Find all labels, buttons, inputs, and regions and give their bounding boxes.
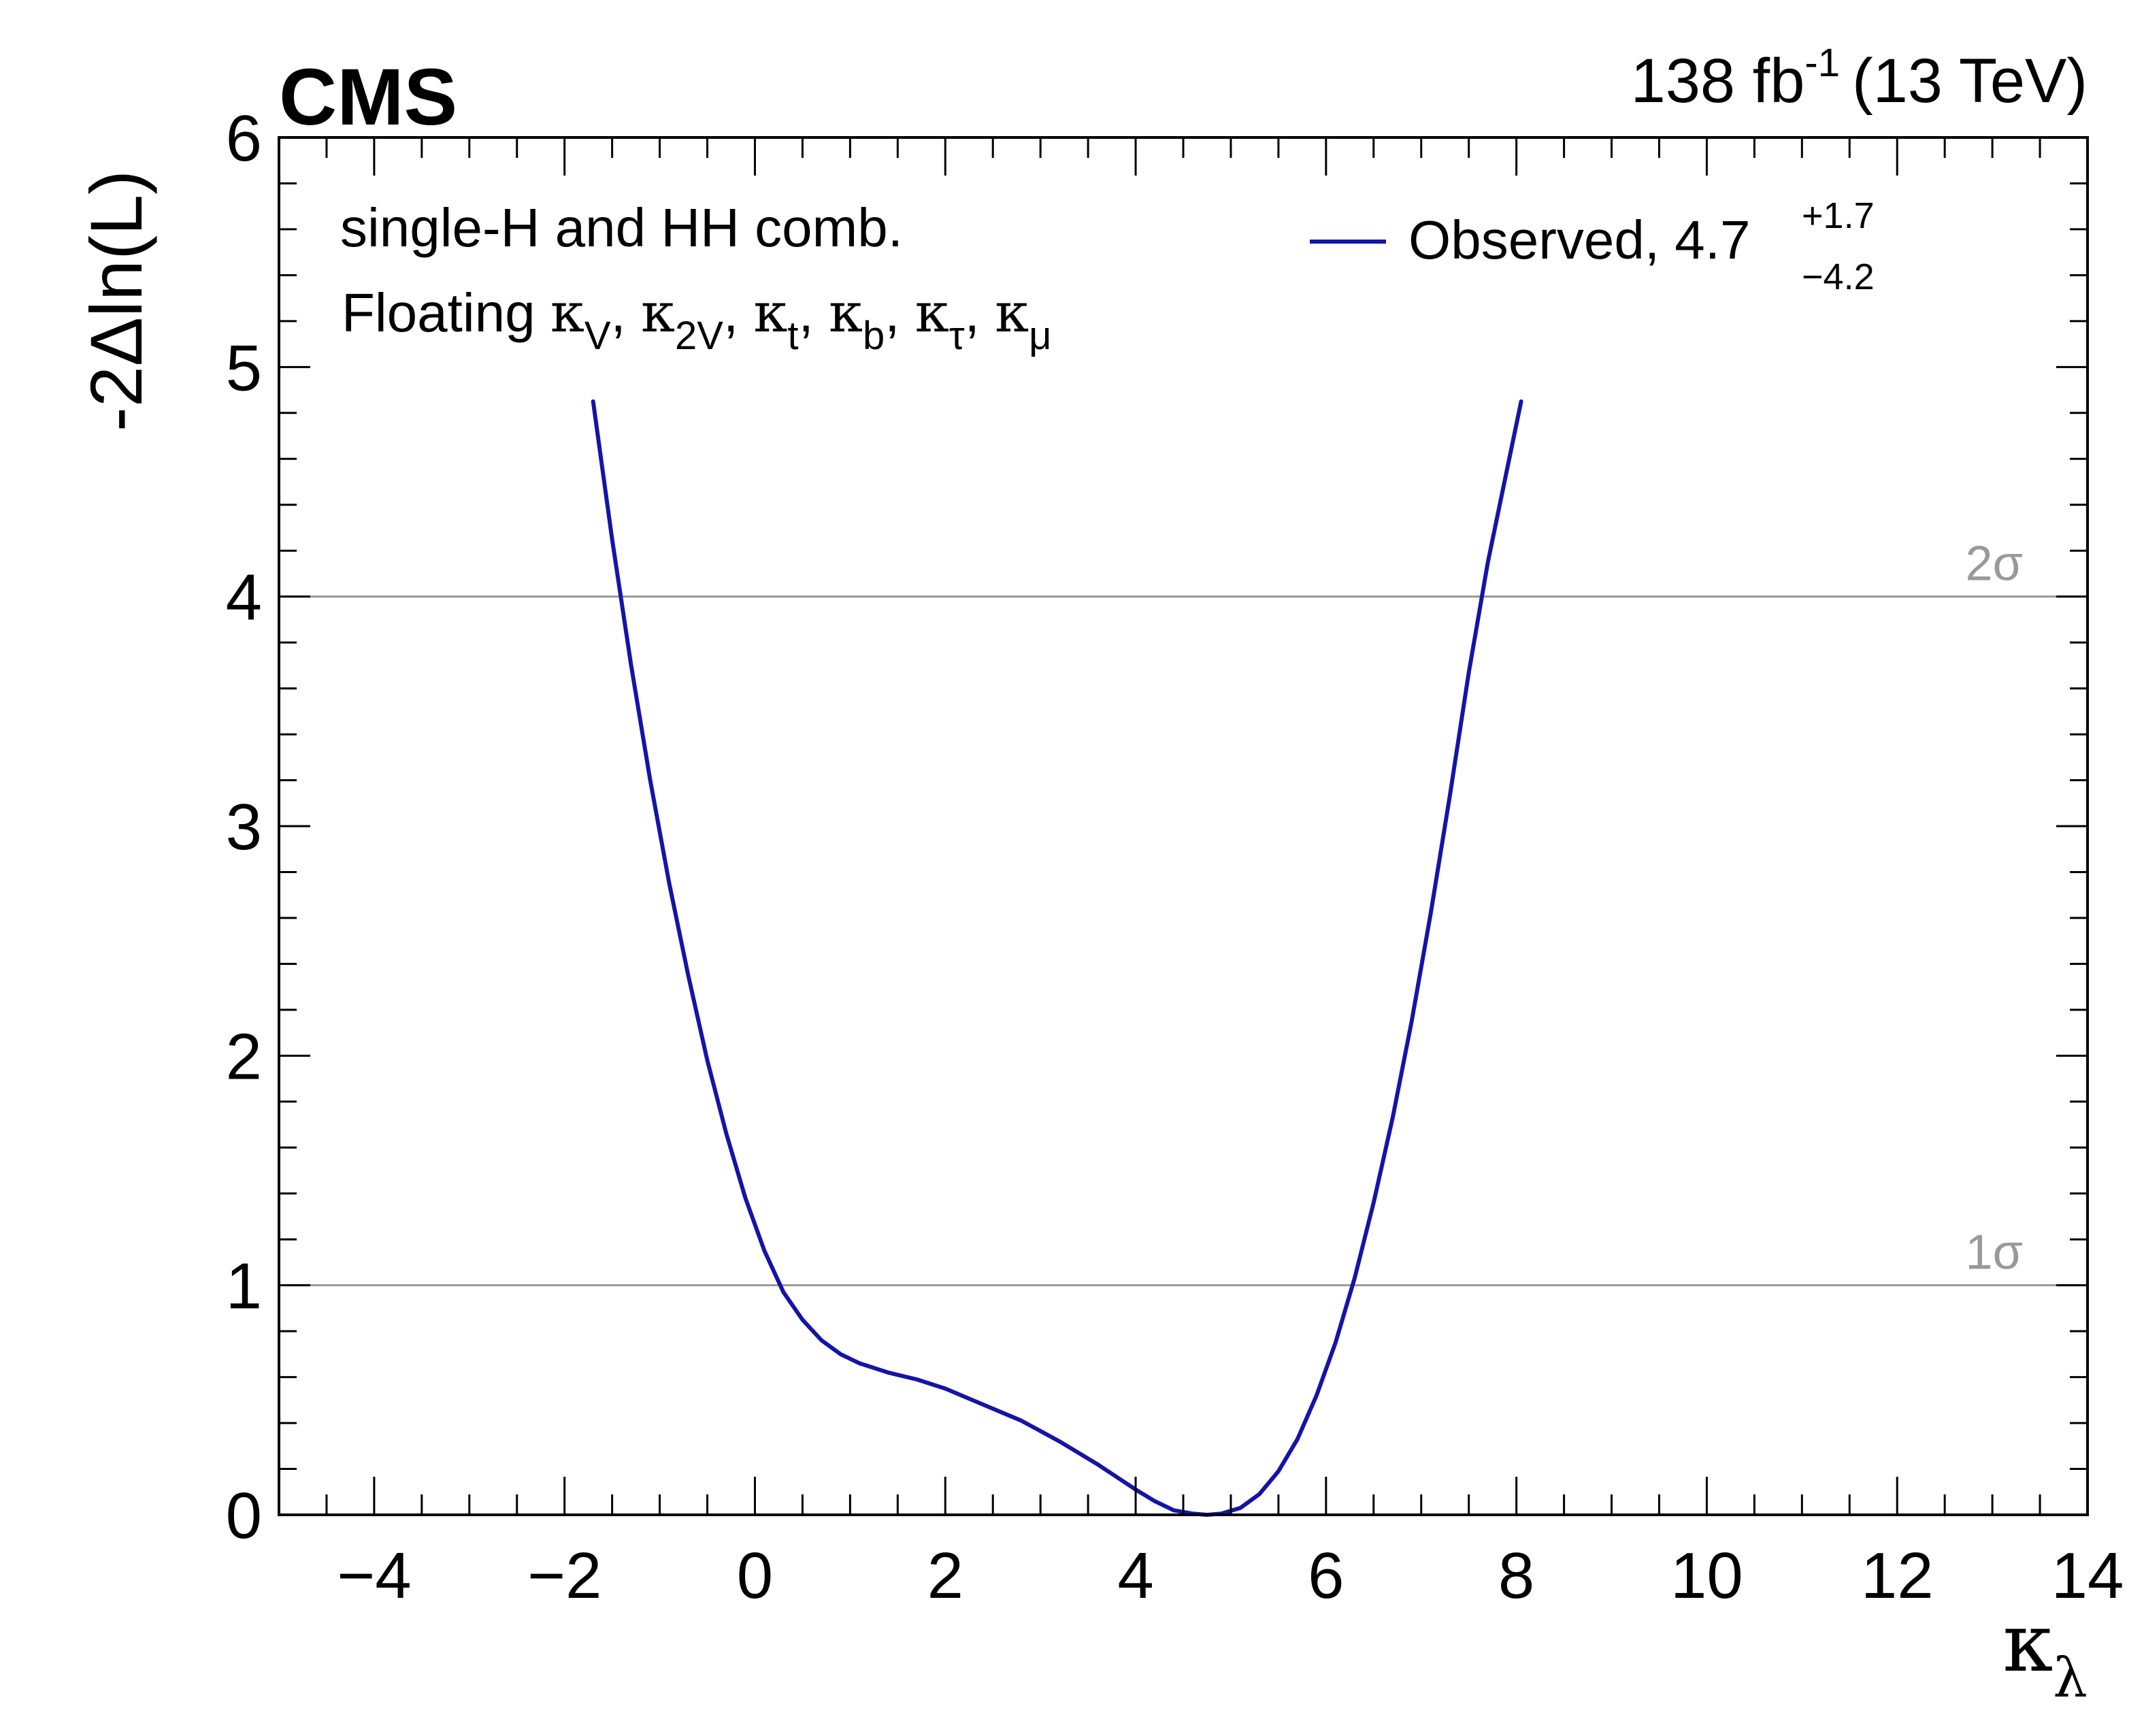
luminosity-label: 138 fb-1 (13 TeV) xyxy=(1631,41,2088,116)
y-tick-label: 0 xyxy=(226,1479,262,1552)
param-separator: , xyxy=(723,282,753,343)
x-tick-label: 6 xyxy=(1308,1539,1344,1612)
x-tick-label: 12 xyxy=(1861,1539,1934,1612)
x-tick-label: 4 xyxy=(1117,1539,1153,1612)
x-axis-label-symbol: κ xyxy=(2003,1596,2054,1690)
param-symbol: κ xyxy=(753,281,787,344)
param-separator: , xyxy=(885,282,914,343)
param-symbol: κ xyxy=(995,281,1029,344)
series-line-observed xyxy=(591,399,1523,1517)
reference-lines: 1σ 2σ xyxy=(279,537,2088,1287)
experiment-label: CMS xyxy=(279,52,457,142)
reference-label-2sigma: 2σ xyxy=(1966,537,2023,591)
y-axis-tick-labels: 0 1 2 3 4 5 6 xyxy=(226,102,262,1552)
y-axis-label: -2Δln(L) xyxy=(75,170,157,431)
x-axis-tick-labels: −4 −2 0 2 4 6 8 10 12 14 xyxy=(337,1539,2124,1612)
x-tick-label: 8 xyxy=(1498,1539,1534,1612)
param-subscript: t xyxy=(787,314,798,358)
x-tick-label: 2 xyxy=(927,1539,963,1612)
param-subscript: τ xyxy=(949,314,965,358)
y-tick-label: 4 xyxy=(226,561,262,634)
y-axis-ticks xyxy=(279,136,2088,1516)
reference-label-1sigma: 1σ xyxy=(1966,1226,2023,1280)
param-separator: , xyxy=(965,282,995,343)
annotation-line-1: single-H and HH comb. xyxy=(340,197,903,258)
param-subscript: μ xyxy=(1029,314,1051,358)
y-tick-label: 6 xyxy=(226,102,262,175)
legend-uncertainty-up: +1.7 xyxy=(1802,195,1875,236)
param-subscript: b xyxy=(863,314,885,358)
param-separator: , xyxy=(611,282,641,343)
y-tick-label: 1 xyxy=(226,1250,262,1323)
annotation-prefix: Floating xyxy=(342,282,550,343)
y-tick-label: 5 xyxy=(226,331,262,404)
x-axis-ticks xyxy=(278,137,2089,1515)
x-axis-label: κλ xyxy=(2003,1596,2088,1709)
param-symbol: κ xyxy=(641,281,675,344)
x-axis-label-subscript: λ xyxy=(2053,1646,2088,1709)
legend-entry-observed: Observed, 4.7 xyxy=(1408,210,1751,270)
param-subscript: V xyxy=(584,314,611,358)
y-tick-label: 2 xyxy=(226,1020,262,1093)
x-tick-label: −4 xyxy=(337,1539,411,1612)
legend-uncertainty-down: −4.2 xyxy=(1802,257,1875,297)
lumi-exponent: -1 xyxy=(1804,41,1840,85)
lumi-value: 138 fb xyxy=(1631,46,1805,116)
legend: Observed, 4.7 +1.7 −4.2 xyxy=(1310,195,1875,297)
x-tick-label: 10 xyxy=(1670,1539,1743,1612)
x-tick-label: 0 xyxy=(737,1539,773,1612)
y-tick-label: 3 xyxy=(226,791,262,864)
x-tick-label: 14 xyxy=(2051,1539,2124,1612)
energy-value: (13 TeV) xyxy=(1852,46,2088,116)
annotation-line-2: Floating κV, κ2V, κt, κb, κτ, κμ xyxy=(342,281,1051,358)
x-tick-label: −2 xyxy=(527,1539,601,1612)
param-symbol: κ xyxy=(915,281,949,344)
param-separator: , xyxy=(799,282,829,343)
param-subscript: 2V xyxy=(675,314,723,358)
param-symbol: κ xyxy=(550,281,584,344)
param-symbol: κ xyxy=(829,281,863,344)
